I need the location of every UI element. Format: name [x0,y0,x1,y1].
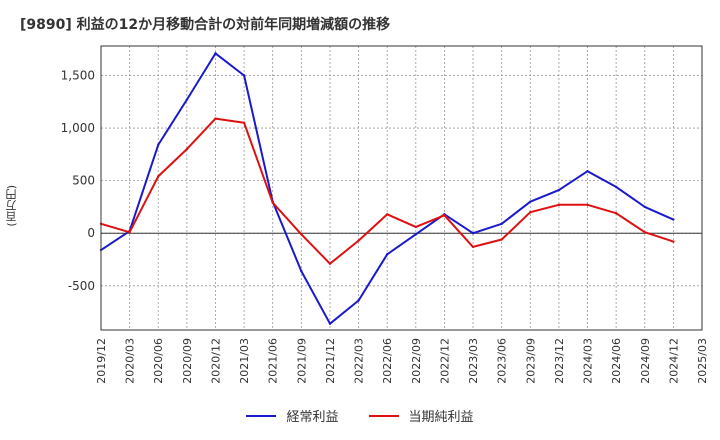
data-point [157,143,160,147]
data-point [414,233,418,236]
data-point [643,205,646,209]
data-point [300,269,303,273]
data-point [242,121,246,124]
x-tick-label: 2022/12 [438,338,451,384]
data-point [357,239,360,242]
data-point [500,238,503,241]
y-tick-label: 1,500 [61,68,95,82]
data-point [385,253,389,256]
x-tick-label: 2023/12 [553,338,566,384]
data-point [328,322,332,325]
data-point [529,210,532,214]
data-point [328,262,332,265]
data-point [185,147,189,151]
x-tick-label: 2022/03 [353,338,366,384]
data-point [557,188,561,192]
x-tick-label: 2019/12 [95,338,108,384]
x-tick-labels: 2019/12 2020/03 2020/06 2020/09 2020/12 2021/… [95,338,709,384]
plot-frame [100,45,703,331]
data-point [414,225,418,229]
x-tick-label: 2020/12 [209,338,222,384]
y-tick-label: 500 [72,174,95,188]
data-point [157,175,160,178]
y-tick-label: -500 [68,279,95,293]
x-tick-label: 2022/09 [410,338,423,384]
x-tick-label: 2023/09 [524,338,537,384]
legend-swatch-net-profit [368,414,399,417]
data-point [471,232,475,235]
x-tick-label: 2024/12 [667,338,680,384]
data-point [300,233,303,236]
x-tick-label: 2023/03 [467,338,480,384]
series-layer [99,52,675,325]
legend: 経常利益 当期純利益 [0,406,720,425]
data-point [529,200,532,203]
legend-item-ordinary-profit: 経常利益 [246,406,339,425]
grid-layer [100,46,703,330]
data-point [185,98,189,101]
legend-item-net-profit: 当期純利益 [368,406,474,425]
data-point [128,230,131,234]
x-tick-label: 2025/03 [696,338,709,384]
data-point [557,203,561,207]
data-point [586,203,589,207]
data-point [471,245,475,249]
data-point [242,74,246,77]
data-point [500,222,503,225]
data-point [614,212,618,215]
x-tick-label: 2021/09 [295,338,308,384]
x-tick-label: 2020/06 [152,338,165,384]
y-tick-labels: -500 0 500 1,000 1,500 [61,68,95,292]
x-tick-label: 2020/03 [124,338,137,384]
data-point [214,52,217,55]
data-point [443,214,446,217]
x-tick-label: 2024/06 [610,338,623,384]
legend-swatch-ordinary-profit [246,414,277,417]
data-point [385,213,389,216]
x-tick-label: 2021/06 [267,338,280,384]
x-tick-label: 2023/06 [496,338,509,384]
data-point [271,201,274,204]
legend-label-ordinary-profit: 経常利益 [286,410,339,425]
y-tick-label: 1,000 [61,121,95,135]
x-tick-label: 2024/09 [639,338,652,384]
data-point [672,218,675,221]
x-tick-label: 2021/03 [238,338,251,384]
x-tick-label: 2020/09 [181,338,194,384]
data-point [643,230,646,234]
data-point [357,299,360,302]
data-point [672,240,675,243]
x-tick-label: 2021/12 [324,338,337,384]
data-point [586,169,589,173]
x-tick-label: 2024/03 [582,338,595,384]
data-point [214,117,217,120]
y-tick-label: 0 [87,226,95,240]
data-point [614,185,618,189]
chart-title: [9890] 利益の12か月移動合計の対前年同期増減額の推移 [20,17,391,33]
legend-label-net-profit: 当期純利益 [408,410,474,425]
x-tick-label: 2022/06 [381,338,394,384]
